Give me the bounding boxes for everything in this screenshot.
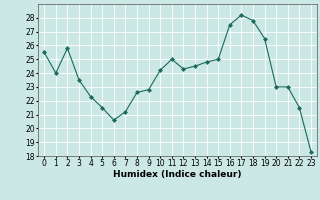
X-axis label: Humidex (Indice chaleur): Humidex (Indice chaleur): [113, 170, 242, 179]
